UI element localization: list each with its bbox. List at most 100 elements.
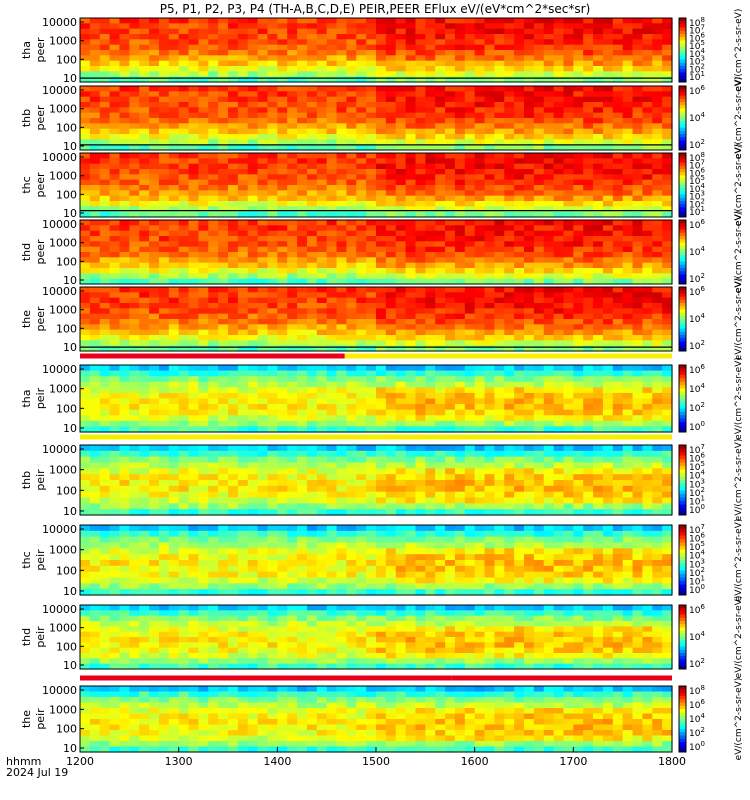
heatmap-cell bbox=[514, 134, 525, 140]
heatmap-cell bbox=[583, 39, 594, 46]
heatmap-cell bbox=[514, 420, 525, 428]
heatmap-cell bbox=[228, 319, 239, 325]
heatmap-cell bbox=[198, 462, 209, 469]
heatmap-cell bbox=[346, 128, 357, 135]
heatmap-cell bbox=[158, 55, 170, 62]
heatmap-cell bbox=[583, 71, 594, 78]
heatmap-cell bbox=[267, 324, 278, 331]
heatmap-cell bbox=[642, 450, 653, 458]
heatmap-cell bbox=[80, 236, 91, 242]
heatmap-cell bbox=[218, 404, 229, 411]
heatmap-cell bbox=[376, 252, 387, 258]
heatmap-cell bbox=[237, 211, 249, 218]
heatmap-cell bbox=[563, 220, 574, 226]
heatmap-cell bbox=[277, 128, 288, 135]
heatmap-cell bbox=[306, 387, 318, 394]
heatmap-cell bbox=[622, 345, 634, 352]
heatmap-cell bbox=[178, 404, 190, 411]
heatmap-cell bbox=[129, 415, 140, 422]
heatmap-cell bbox=[563, 195, 574, 202]
heatmap-cell bbox=[109, 144, 121, 151]
heatmap-cell bbox=[435, 163, 446, 170]
heatmap-cell bbox=[297, 134, 308, 140]
heatmap-cell bbox=[484, 179, 495, 186]
heatmap-cell bbox=[376, 329, 387, 336]
heatmap-cell bbox=[435, 28, 446, 35]
heatmap-cell bbox=[533, 107, 545, 114]
heatmap-cell bbox=[247, 91, 259, 98]
heatmap-cell bbox=[237, 230, 249, 237]
heatmap-cell bbox=[395, 324, 407, 331]
heatmap-cell bbox=[237, 195, 249, 202]
heatmap-cell bbox=[524, 236, 535, 242]
heatmap-cell bbox=[119, 102, 130, 108]
heatmap-cell bbox=[237, 66, 249, 72]
heatmap-cell bbox=[267, 102, 278, 108]
heatmap-cell bbox=[612, 179, 624, 186]
heatmap-cell bbox=[149, 144, 160, 151]
heatmap-cell bbox=[188, 174, 199, 181]
heatmap-cell bbox=[494, 262, 505, 269]
heatmap-cell bbox=[385, 163, 397, 170]
heatmap-cell bbox=[228, 335, 239, 341]
heatmap-cell bbox=[494, 246, 505, 253]
heatmap-cell bbox=[109, 139, 121, 146]
colorbar-segment bbox=[679, 108, 686, 113]
heatmap-cell bbox=[563, 292, 574, 299]
heatmap-cell bbox=[454, 71, 466, 78]
heatmap-cell bbox=[494, 420, 505, 428]
heatmap-cell bbox=[494, 34, 505, 40]
heatmap-cell bbox=[326, 163, 338, 170]
heatmap-cell bbox=[543, 268, 555, 274]
heatmap-cell bbox=[642, 134, 653, 140]
heatmap-cell bbox=[346, 179, 357, 186]
heatmap-cell bbox=[652, 241, 663, 248]
heatmap-cell bbox=[188, 76, 199, 83]
heatmap-cell bbox=[543, 201, 555, 207]
heatmap-cell bbox=[464, 370, 476, 377]
heatmap-cell bbox=[425, 409, 436, 416]
heatmap-cell bbox=[514, 308, 525, 315]
heatmap-cell bbox=[622, 123, 634, 130]
heatmap-cell bbox=[346, 252, 357, 258]
heatmap-cell bbox=[385, 225, 397, 232]
heatmap-cell bbox=[149, 303, 160, 309]
heatmap-cell bbox=[425, 128, 436, 135]
heatmap-cell bbox=[464, 319, 476, 325]
heatmap-cell bbox=[208, 257, 219, 264]
heatmap-cell bbox=[306, 66, 318, 72]
heatmap-cell bbox=[494, 107, 505, 114]
heatmap-cell bbox=[366, 370, 377, 377]
heatmap-cell bbox=[198, 241, 209, 248]
heatmap-cell bbox=[376, 118, 387, 124]
heatmap-cell bbox=[454, 319, 466, 325]
heatmap-cell bbox=[376, 468, 387, 475]
colorbar-segment bbox=[679, 165, 686, 170]
heatmap-cell bbox=[257, 392, 269, 400]
heatmap-cell bbox=[287, 324, 298, 331]
heatmap-cell bbox=[435, 112, 446, 119]
heatmap-cell bbox=[257, 220, 269, 226]
heatmap-cell bbox=[208, 230, 219, 237]
heatmap-cell bbox=[228, 174, 239, 181]
heatmap-cell bbox=[563, 381, 574, 388]
heatmap-cell bbox=[316, 324, 328, 331]
heatmap-cell bbox=[662, 474, 673, 481]
heatmap-cell bbox=[178, 158, 190, 165]
heatmap-cell bbox=[316, 66, 328, 72]
heatmap-cell bbox=[543, 91, 555, 98]
heatmap-cell bbox=[218, 55, 229, 62]
heatmap-cell bbox=[119, 220, 130, 226]
heatmap-cell bbox=[257, 112, 269, 119]
heatmap-cell bbox=[208, 107, 219, 114]
heatmap-cell bbox=[237, 18, 249, 24]
heatmap-cell bbox=[563, 376, 574, 383]
heatmap-cell bbox=[99, 303, 111, 309]
heatmap-cell bbox=[188, 324, 199, 331]
heatmap-cell bbox=[652, 50, 663, 56]
heatmap-cell bbox=[632, 392, 643, 400]
heatmap-cell bbox=[109, 252, 121, 258]
heatmap-cell bbox=[99, 18, 111, 24]
heatmap-cell bbox=[99, 426, 111, 433]
heatmap-cell bbox=[612, 102, 624, 108]
